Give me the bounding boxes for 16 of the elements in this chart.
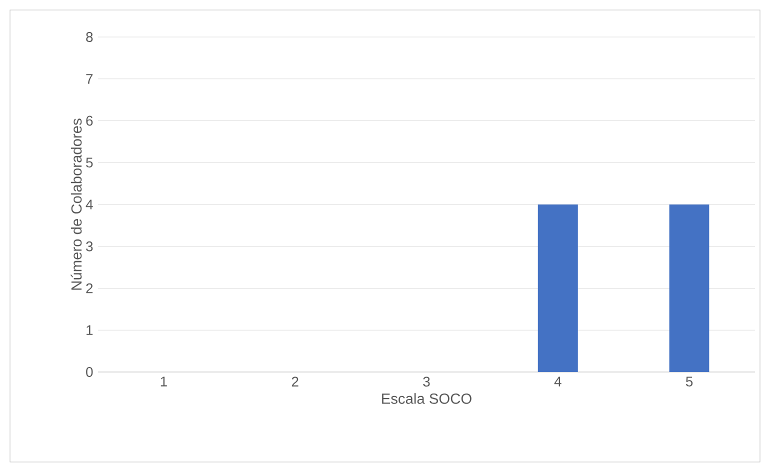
y-tick-label: 1 — [86, 325, 93, 335]
x-tick-label: 3 — [423, 376, 430, 387]
y-tick-label: 2 — [86, 283, 93, 294]
y-tick-label: 3 — [86, 241, 93, 252]
y-axis-title: Número de Colaboradores — [70, 118, 82, 290]
y-tick-label: 4 — [86, 200, 93, 210]
y-tick-label: 6 — [86, 116, 93, 126]
x-tick-label: 5 — [686, 376, 693, 386]
x-tick-label: 4 — [554, 376, 562, 386]
x-axis-title: Escala SOCO — [382, 393, 472, 404]
y-tick-label: 0 — [86, 367, 93, 377]
x-tick-label: 1 — [160, 376, 167, 386]
y-tick-label: 5 — [86, 158, 93, 168]
x-tick-label: 2 — [292, 376, 298, 386]
y-tick-label: 7 — [86, 74, 93, 84]
y-tick-label: 8 — [86, 32, 93, 42]
